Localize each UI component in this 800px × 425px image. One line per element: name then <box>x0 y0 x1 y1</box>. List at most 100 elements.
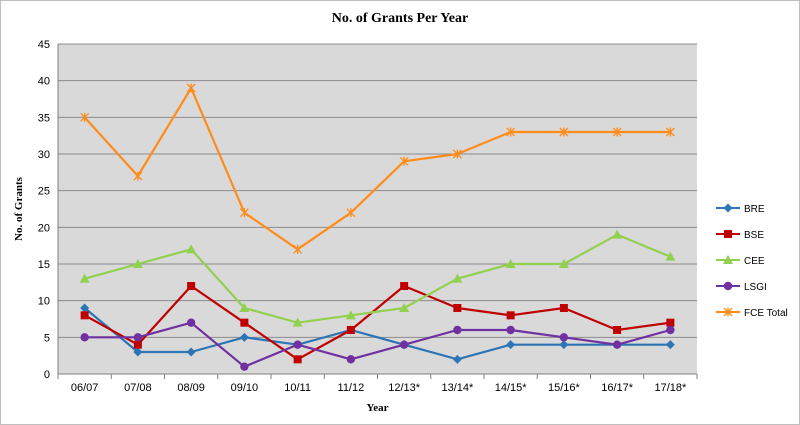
data-point-star <box>665 127 675 137</box>
data-point-square <box>613 326 622 334</box>
series-line <box>83 86 671 251</box>
data-point-triangle <box>558 259 569 268</box>
x-axis-title: Year <box>367 402 389 414</box>
data-point-star <box>452 149 462 159</box>
x-tick-label: 10/11 <box>284 382 311 394</box>
x-tick-label: 14/15* <box>495 382 528 394</box>
series-line <box>84 284 671 361</box>
data-point-square <box>346 326 355 334</box>
y-axis-title: No. of Grants <box>13 176 25 241</box>
data-point-circle <box>506 325 515 335</box>
y-tick-label: 0 <box>44 369 50 381</box>
data-point-triangle <box>132 259 143 268</box>
data-point-circle <box>80 333 89 342</box>
data-point-triangle <box>723 255 733 264</box>
data-point-circle <box>453 325 462 335</box>
data-point-circle <box>240 362 249 371</box>
legend-label: FCE Total <box>744 308 788 319</box>
y-tick-label: 15 <box>38 259 50 271</box>
chart-title: No. of Grants Per Year <box>332 11 468 26</box>
legend-item: BRE <box>716 203 765 215</box>
x-tick-label: 17/18* <box>654 382 687 394</box>
data-point-diamond <box>186 347 196 357</box>
y-tick-label: 40 <box>38 76 50 88</box>
y-tick-label: 25 <box>38 186 50 198</box>
legend-label: BRE <box>744 204 765 215</box>
data-point-square <box>133 340 142 349</box>
data-point-diamond <box>559 340 569 350</box>
data-point-square <box>724 230 732 238</box>
data-point-circle <box>133 333 143 342</box>
data-point-diamond <box>452 354 462 364</box>
y-tick-label: 35 <box>38 112 50 124</box>
y-tick-label: 30 <box>38 149 50 161</box>
data-point-circle <box>612 340 622 349</box>
data-point-triangle <box>79 273 90 283</box>
data-point-triangle <box>292 317 303 327</box>
series-lsgi <box>80 318 675 371</box>
data-point-square <box>80 311 89 320</box>
series-line <box>84 233 671 324</box>
x-tick-label: 06/07 <box>71 382 99 394</box>
data-point-diamond <box>665 340 675 350</box>
data-point-circle <box>559 333 569 342</box>
data-point-circle <box>666 325 675 335</box>
series-layer <box>79 83 676 371</box>
data-point-circle <box>293 340 302 349</box>
data-point-star <box>399 156 409 166</box>
y-axis-ticks: 0 5 10 15 20 25 30 35 40 45 <box>38 39 50 381</box>
series-fce-total <box>80 83 675 254</box>
data-point-triangle <box>345 310 356 320</box>
series-line <box>84 321 671 368</box>
x-tick-label: 12/13* <box>388 382 421 394</box>
data-point-square <box>559 304 568 312</box>
data-point-square <box>187 282 196 290</box>
legend-label: CEE <box>744 256 765 267</box>
data-point-square <box>666 318 675 327</box>
data-point-triangle <box>612 229 623 239</box>
data-point-square <box>506 311 515 320</box>
data-point-star <box>80 112 90 122</box>
data-point-triangle <box>186 244 197 254</box>
data-point-star <box>346 208 356 218</box>
data-point-star <box>506 127 516 137</box>
data-point-square <box>400 282 409 290</box>
legend-item: FCE Total <box>716 307 788 319</box>
gridlines <box>57 43 697 375</box>
data-point-square <box>453 304 462 312</box>
data-point-square <box>240 318 249 327</box>
series-cee <box>79 229 676 327</box>
data-point-star <box>559 127 569 137</box>
data-point-triangle <box>665 251 676 261</box>
x-tick-label: 16/17* <box>601 382 634 394</box>
data-point-triangle <box>452 273 463 283</box>
data-point-diamond <box>133 347 143 357</box>
data-point-star <box>186 83 196 93</box>
data-point-circle <box>346 355 356 364</box>
data-point-diamond <box>80 303 90 313</box>
data-point-circle <box>399 340 409 349</box>
data-point-circle <box>723 281 733 291</box>
legend-item: CEE <box>716 255 765 267</box>
legend-label: LSGI <box>744 282 767 293</box>
x-tick-label: 09/10 <box>231 382 259 394</box>
x-tick-label: 08/09 <box>177 382 205 394</box>
y-tick-label: 5 <box>44 332 50 344</box>
x-tick-label: 11/12 <box>338 382 365 394</box>
x-tick-label: 15/16* <box>548 382 581 394</box>
y-tick-label: 10 <box>38 296 50 308</box>
data-point-square <box>293 355 302 364</box>
data-point-diamond <box>723 203 733 213</box>
series-bse <box>80 282 675 364</box>
data-point-triangle <box>239 303 250 312</box>
data-point-triangle <box>505 259 516 268</box>
data-point-triangle <box>399 303 410 312</box>
data-point-star <box>239 208 249 218</box>
legend-item: BSE <box>716 230 764 241</box>
x-tick-label: 13/14* <box>441 382 474 394</box>
data-point-diamond <box>506 340 516 350</box>
series-line <box>83 307 671 361</box>
x-tick-label: 07/08 <box>124 382 152 394</box>
legend: BRE BSE CEE LSGI FCE Total <box>716 203 788 319</box>
